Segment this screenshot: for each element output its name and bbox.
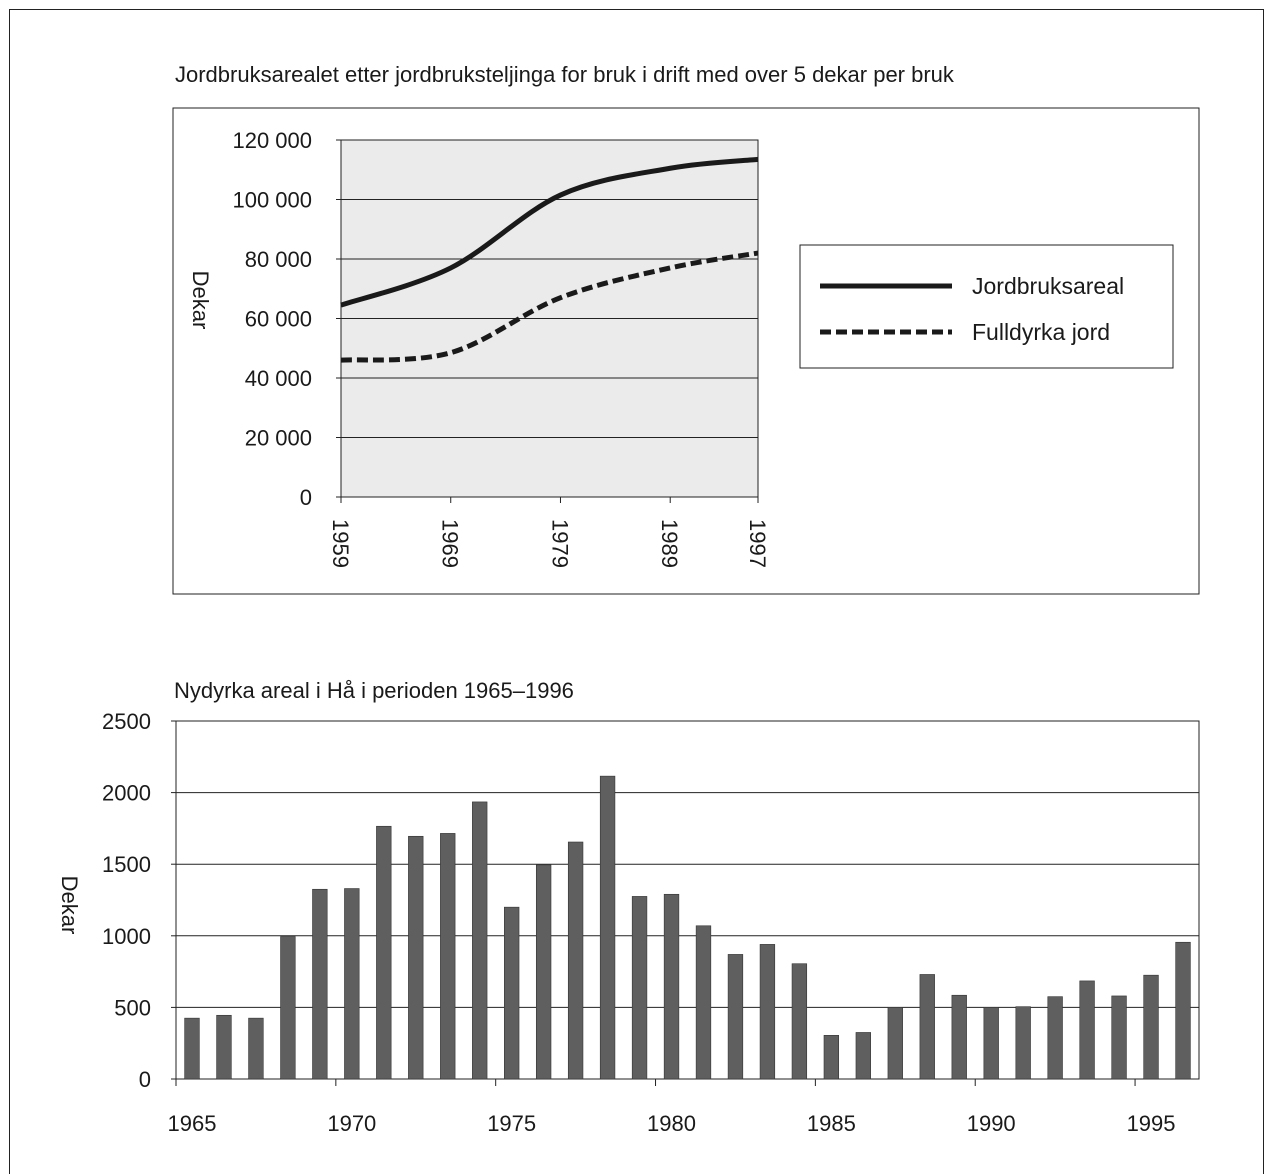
y-tick-label: 80 000 — [245, 247, 312, 272]
line-chart-y-axis-title: Dekar — [188, 271, 213, 330]
y-tick-label: 20 000 — [245, 426, 312, 451]
line-chart-legend — [800, 245, 1173, 368]
x-tick-label: 1979 — [547, 519, 572, 568]
y-tick-label: 100 000 — [232, 188, 312, 213]
line-chart-title: Jordbruksarealet etter jordbruksteljinga… — [175, 62, 955, 87]
legend-label-1: Fulldyrka jord — [972, 319, 1110, 345]
x-tick-label: 1989 — [657, 519, 682, 568]
y-tick-label: 60 000 — [245, 307, 312, 332]
y-tick-label: 40 000 — [245, 366, 312, 391]
legend-label-0: Jordbruksareal — [972, 273, 1124, 299]
x-tick-label: 1997 — [745, 519, 770, 568]
y-tick-label: 0 — [300, 485, 312, 510]
line-chart: Jordbruksarealet etter jordbruksteljinga… — [0, 0, 1274, 620]
y-tick-label: 120 000 — [232, 128, 312, 153]
x-tick-label: 1969 — [438, 519, 463, 568]
x-tick-label: 1959 — [328, 519, 353, 568]
